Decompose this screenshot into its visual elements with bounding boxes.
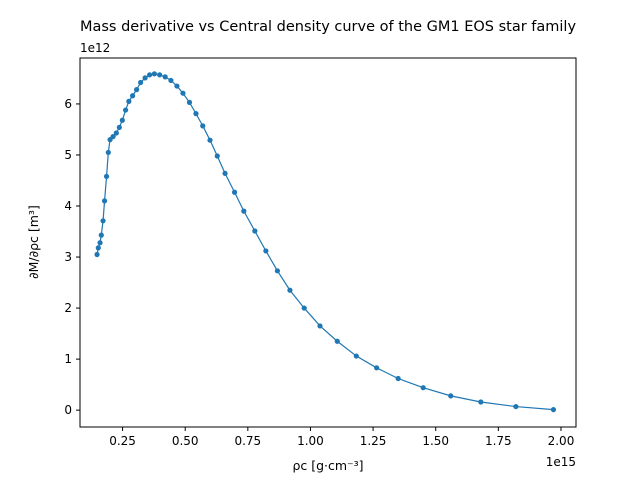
data-point [252,228,258,234]
data-point [274,268,280,274]
data-point [162,74,168,80]
data-point [105,149,111,156]
x-tick-label: 2.00 [548,434,575,448]
data-point [98,232,104,238]
plot-frame [79,57,577,428]
data-point [122,107,129,113]
x-tick-label: 1.50 [422,434,449,448]
y-tick-label: 0 [64,403,72,417]
data-point [103,173,110,180]
data-point [287,287,293,293]
data-point [147,72,153,78]
y-axis-scale-label: 1e12 [80,41,110,55]
chart-title: Mass derivative vs Central density curve… [80,19,577,35]
x-axis-label: ρc [g·cm⁻³] [292,458,363,473]
data-point [334,338,340,344]
data-point [97,240,103,246]
x-tick-label: 1.00 [297,434,324,448]
data-point [263,248,269,254]
data-point [478,399,484,405]
data-point [222,170,228,176]
data-point [126,98,132,104]
data-point [374,365,380,371]
data-point [420,385,426,391]
y-axis-ticks: 0 1 2 3 4 5 6 [64,97,80,417]
data-point [130,93,136,99]
data-point [116,124,122,131]
data-point [157,72,163,78]
data-point [138,79,144,86]
data-point [180,90,186,96]
y-tick-label: 3 [64,250,72,264]
data-point [231,189,238,195]
x-tick-label: 1.75 [485,434,512,448]
data-point [448,393,454,399]
y-tick-label: 1 [64,352,72,366]
x-axis-scale-label: 1e15 [546,455,576,469]
y-tick-label: 4 [64,199,72,213]
data-point [513,403,519,410]
data-point [301,305,307,311]
x-axis-ticks: 0.25 0.50 0.75 1.00 1.25 1.50 1.75 2.00 [109,427,574,448]
data-point [110,134,116,140]
data-point [142,75,148,81]
data-point [168,77,174,84]
y-axis-label: ∂M/∂ρc [m³] [26,205,41,279]
data-point [214,153,220,159]
data-point [151,71,157,77]
data-point [95,245,101,251]
data-point [186,99,193,105]
data-point [100,218,106,224]
x-tick-label: 0.50 [172,434,199,448]
plot-series [94,71,557,413]
data-point [113,130,119,136]
x-tick-label: 0.75 [234,434,261,448]
y-tick-label: 6 [64,97,72,111]
y-tick-label: 5 [64,148,72,162]
data-point [241,208,247,214]
data-point [119,117,125,123]
data-point [193,111,199,117]
x-tick-label: 0.25 [109,434,136,448]
data-point [200,123,206,129]
x-tick-label: 1.25 [360,434,387,448]
y-tick-label: 2 [64,301,72,315]
data-point [94,251,100,258]
data-point [550,407,557,413]
data-point [174,83,180,89]
data-point [395,375,401,382]
data-point [134,87,140,93]
data-point [101,198,108,204]
data-point [353,353,359,359]
series-line [96,73,554,411]
data-point [317,323,323,329]
data-point [207,137,213,143]
